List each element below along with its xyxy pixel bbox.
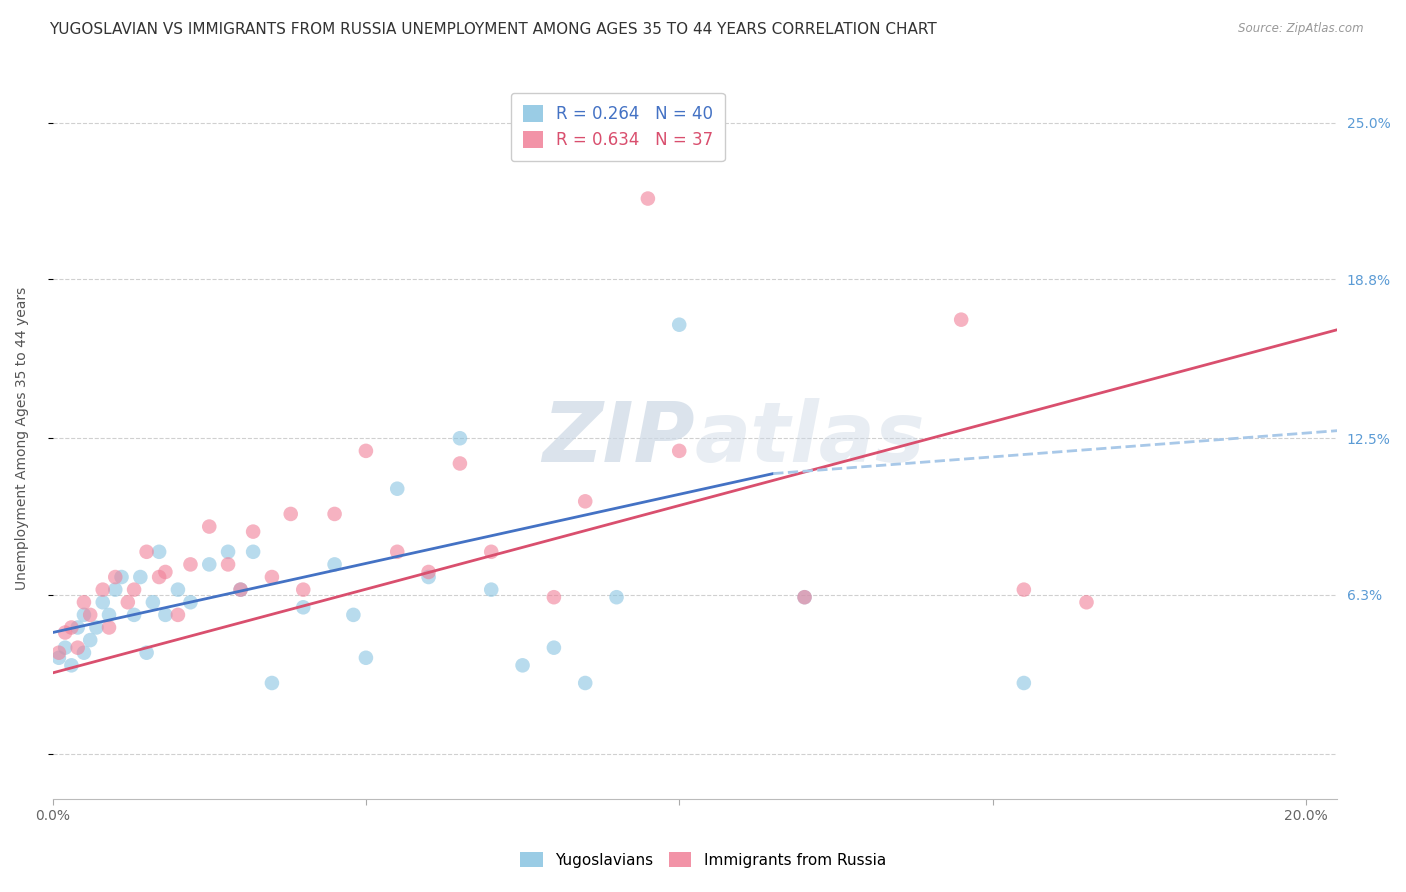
Point xyxy=(60,658,83,673)
Point xyxy=(79,633,101,648)
Point xyxy=(479,582,502,597)
Legend: Yugoslavians, Immigrants from Russia: Yugoslavians, Immigrants from Russia xyxy=(515,846,891,873)
Point xyxy=(167,607,190,622)
Point xyxy=(342,607,364,622)
Point xyxy=(104,570,127,584)
Point xyxy=(292,582,315,597)
Point xyxy=(449,457,471,471)
Point xyxy=(142,595,165,609)
Point xyxy=(229,582,252,597)
Point xyxy=(98,607,121,622)
Point xyxy=(91,595,114,609)
Point xyxy=(793,591,815,605)
Point xyxy=(418,565,440,579)
Point xyxy=(122,607,145,622)
Point xyxy=(148,545,170,559)
Point xyxy=(117,595,139,609)
Point xyxy=(323,507,346,521)
Point xyxy=(73,646,96,660)
Point xyxy=(242,524,264,539)
Point xyxy=(292,600,315,615)
Point xyxy=(668,318,690,332)
Point xyxy=(104,582,127,597)
Point xyxy=(543,591,565,605)
Text: atlas: atlas xyxy=(695,398,925,479)
Point xyxy=(479,545,502,559)
Point xyxy=(73,595,96,609)
Text: YUGOSLAVIAN VS IMMIGRANTS FROM RUSSIA UNEMPLOYMENT AMONG AGES 35 TO 44 YEARS COR: YUGOSLAVIAN VS IMMIGRANTS FROM RUSSIA UN… xyxy=(49,22,936,37)
Y-axis label: Unemployment Among Ages 35 to 44 years: Unemployment Among Ages 35 to 44 years xyxy=(15,286,30,590)
Point xyxy=(574,494,596,508)
Point xyxy=(155,565,177,579)
Point xyxy=(217,558,239,572)
Point xyxy=(167,582,190,597)
Point xyxy=(198,558,221,572)
Point xyxy=(53,640,76,655)
Point xyxy=(793,591,815,605)
Point xyxy=(198,519,221,533)
Point xyxy=(66,640,89,655)
Point xyxy=(91,582,114,597)
Point xyxy=(354,443,377,458)
Point xyxy=(543,640,565,655)
Point xyxy=(79,607,101,622)
Point xyxy=(606,591,628,605)
Point xyxy=(73,607,96,622)
Point xyxy=(122,582,145,597)
Point xyxy=(242,545,264,559)
Point xyxy=(66,620,89,634)
Point xyxy=(179,558,201,572)
Point xyxy=(48,650,70,665)
Point xyxy=(1076,595,1098,609)
Point xyxy=(148,570,170,584)
Point xyxy=(260,676,283,690)
Point xyxy=(668,443,690,458)
Point xyxy=(86,620,108,634)
Point xyxy=(323,558,346,572)
Point xyxy=(280,507,302,521)
Point xyxy=(387,545,409,559)
Point xyxy=(512,658,534,673)
Point xyxy=(98,620,121,634)
Text: Source: ZipAtlas.com: Source: ZipAtlas.com xyxy=(1239,22,1364,36)
Point xyxy=(229,582,252,597)
Point xyxy=(129,570,152,584)
Point xyxy=(135,646,157,660)
Point xyxy=(1012,582,1035,597)
Point xyxy=(53,625,76,640)
Point xyxy=(260,570,283,584)
Point xyxy=(637,192,659,206)
Point xyxy=(60,620,83,634)
Point xyxy=(574,676,596,690)
Point xyxy=(1012,676,1035,690)
Point xyxy=(449,431,471,445)
Point xyxy=(950,312,973,326)
Point xyxy=(418,570,440,584)
Text: ZIP: ZIP xyxy=(543,398,695,479)
Point xyxy=(387,482,409,496)
Point xyxy=(135,545,157,559)
Point xyxy=(110,570,132,584)
Point xyxy=(217,545,239,559)
Legend: R = 0.264   N = 40, R = 0.634   N = 37: R = 0.264 N = 40, R = 0.634 N = 37 xyxy=(510,93,724,161)
Point xyxy=(179,595,201,609)
Point xyxy=(155,607,177,622)
Point xyxy=(48,646,70,660)
Point xyxy=(354,650,377,665)
